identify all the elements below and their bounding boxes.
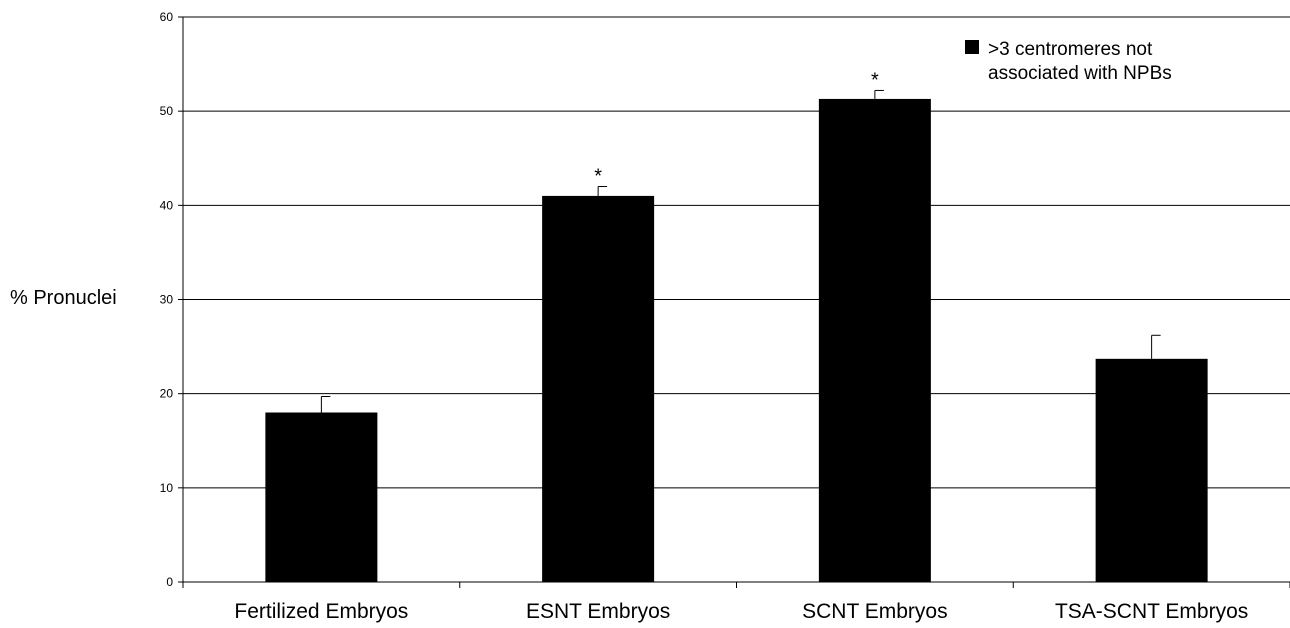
significance-mark: * [871,69,879,91]
x-category-label: Fertilized Embryos [234,600,408,623]
y-axis-title: % Pronuclei [10,287,117,309]
y-tick-label: 10 [160,481,174,495]
legend: >3 centromeres not associated with NPBs [965,39,1172,84]
bars [265,89,1208,583]
legend-label-line-1: >3 centromeres not [988,39,1153,60]
bar [1095,358,1208,582]
y-tick-label: 30 [160,293,174,307]
bar [818,98,931,583]
legend-swatch [965,40,979,54]
labels: 0 10 20 30 40 50 60 Fertilized Embryos * ESNT Emb… [160,10,1249,623]
y-tick-label: 0 [166,575,173,589]
y-tick-label: 40 [160,198,174,212]
bar [542,195,655,582]
y-tick-label: 50 [160,104,174,118]
legend-label-line-2: associated with NPBs [988,63,1172,84]
bar [265,412,378,582]
x-category-label: ESNT Embryos [526,600,670,623]
x-category-label: SCNT Embryos [802,600,947,623]
significance-mark: * [594,166,602,188]
y-tick-label: 20 [160,387,174,401]
axes [178,16,1290,588]
y-tick-label: 60 [160,10,174,24]
x-category-label: TSA-SCNT Embryos [1055,600,1248,623]
